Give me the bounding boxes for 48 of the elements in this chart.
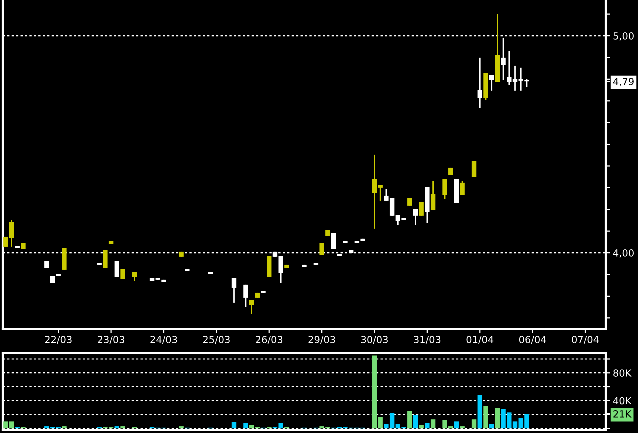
candlestick xyxy=(490,74,494,92)
x-tick-label: 31/03 xyxy=(414,336,441,344)
y-tick-label: 21K xyxy=(614,410,632,418)
candlestick xyxy=(62,247,67,271)
bar xyxy=(454,422,460,429)
y-tick-label: 80K xyxy=(614,370,632,377)
x-tick-label: 06/04 xyxy=(519,336,546,344)
bar xyxy=(478,395,482,429)
candlestick xyxy=(244,284,248,308)
bar xyxy=(472,420,477,429)
bar xyxy=(408,411,412,429)
x-tick-label: 26/03 xyxy=(256,336,283,344)
candlestick xyxy=(430,180,436,211)
bar xyxy=(419,425,424,429)
candlestick xyxy=(501,37,506,81)
candlestick xyxy=(460,180,465,196)
bar xyxy=(484,406,488,429)
candlestick xyxy=(478,57,482,109)
candlestick xyxy=(232,277,237,304)
bar xyxy=(425,423,430,429)
x-tick-label: 07/04 xyxy=(572,336,599,344)
x-tick-label: 30/03 xyxy=(361,336,388,344)
candlestick xyxy=(320,242,324,256)
x-tick-label: 01/04 xyxy=(466,336,494,344)
candlestick xyxy=(413,208,418,226)
candlestick xyxy=(331,232,336,250)
bar xyxy=(490,424,494,429)
x-tick-label: 24/03 xyxy=(150,336,178,344)
y-tick-label: 5,00 xyxy=(614,32,634,41)
bar xyxy=(244,423,248,429)
bar xyxy=(430,420,436,429)
candlestick xyxy=(442,178,448,200)
candlestick xyxy=(249,299,254,315)
bar xyxy=(413,415,418,429)
candlestick xyxy=(472,160,477,178)
y-tick-label: 4,79 xyxy=(613,78,634,86)
y-tick-label: 4,00 xyxy=(613,250,634,258)
x-tick-label: 29/03 xyxy=(308,336,336,344)
candlestick xyxy=(114,260,120,278)
bar xyxy=(495,408,500,429)
y-tick-label: 40K xyxy=(613,397,632,405)
x-tick-label: 23/03 xyxy=(98,336,125,344)
candlestick xyxy=(103,249,108,269)
bar xyxy=(232,422,237,429)
candlestick xyxy=(267,255,272,278)
x-tick-label: 25/03 xyxy=(203,336,230,344)
candlestick xyxy=(419,201,424,217)
x-tick-label: 22/03 xyxy=(45,336,72,344)
